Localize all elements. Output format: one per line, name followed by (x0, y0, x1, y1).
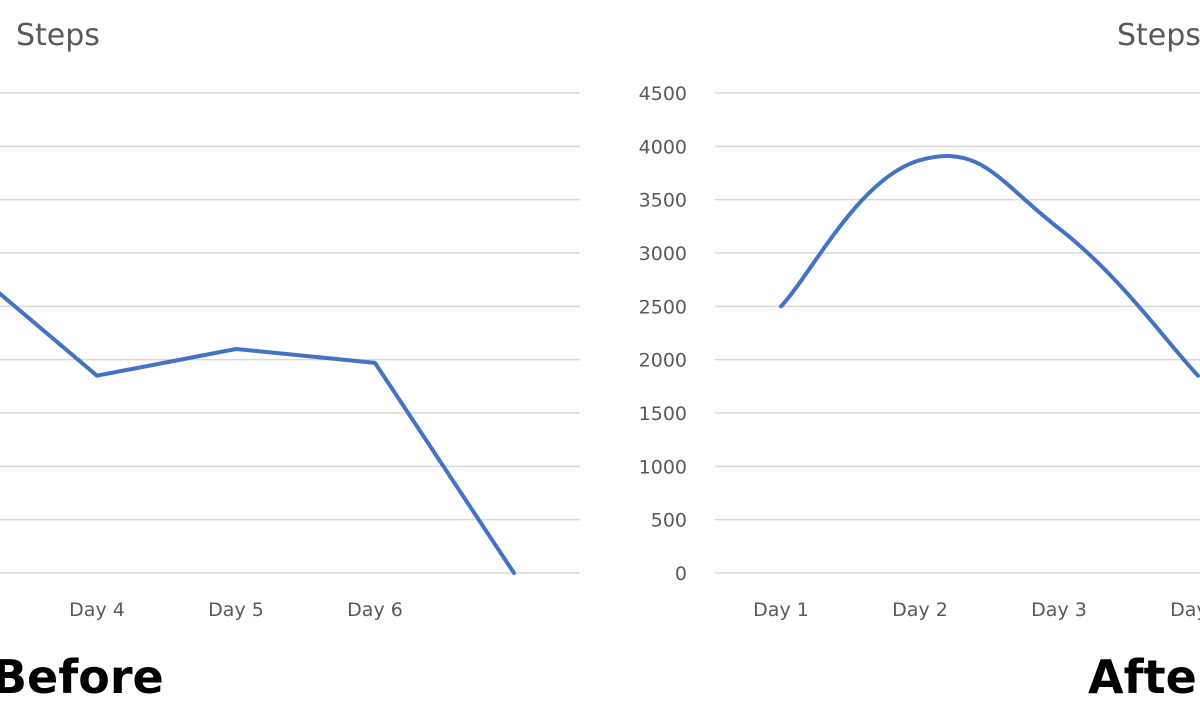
before-x-tick-label: Day 5 (208, 599, 264, 621)
after-series-line (779, 154, 1200, 378)
after-y-tick-label: 500 (651, 510, 687, 532)
after-y-tick-label: 2500 (639, 296, 687, 318)
after-y-tick-label: 1000 (639, 456, 687, 478)
before-series (0, 291, 516, 575)
before-chart-title: Steps (16, 18, 100, 53)
after-x-tick-label: Day 1 (753, 599, 809, 621)
before-series-line (0, 291, 516, 575)
after-y-axis-labels: 0 500 1000 1500 2000 2500 3000 3500 4000 4500 (639, 83, 687, 585)
after-series (779, 154, 1200, 378)
after-caption: After (1088, 650, 1200, 704)
after-y-tick-label: 3500 (639, 190, 687, 212)
after-y-tick-label: 4000 (639, 136, 687, 158)
before-x-tick-label: Day 4 (69, 599, 125, 621)
after-y-tick-label: 3000 (639, 243, 687, 265)
after-x-tick-label: Day 3 (1031, 599, 1087, 621)
after-y-tick-label: 0 (675, 563, 687, 585)
before-x-tick-label: Day 6 (347, 599, 403, 621)
before-chart: Steps Day 4 Day 5 Day 6 Before (0, 18, 580, 704)
before-x-axis-labels: Day 4 Day 5 Day 6 (69, 599, 403, 621)
after-gridlines (715, 92, 1200, 574)
after-x-axis-labels: Day 1 Day 2 Day 3 Day 4 (753, 599, 1200, 621)
before-caption: Before (0, 650, 164, 704)
before-gridlines (0, 92, 580, 574)
after-x-tick-label: Day 4 (1170, 599, 1200, 621)
after-x-tick-label: Day 2 (892, 599, 948, 621)
after-y-tick-label: 1500 (639, 403, 687, 425)
after-chart-title: Steps (1117, 18, 1200, 53)
after-y-tick-label: 2000 (639, 350, 687, 372)
after-y-tick-label: 4500 (639, 83, 687, 105)
after-chart: Steps 0 500 1000 1500 2000 2500 3000 3500 4000 45… (639, 18, 1200, 704)
